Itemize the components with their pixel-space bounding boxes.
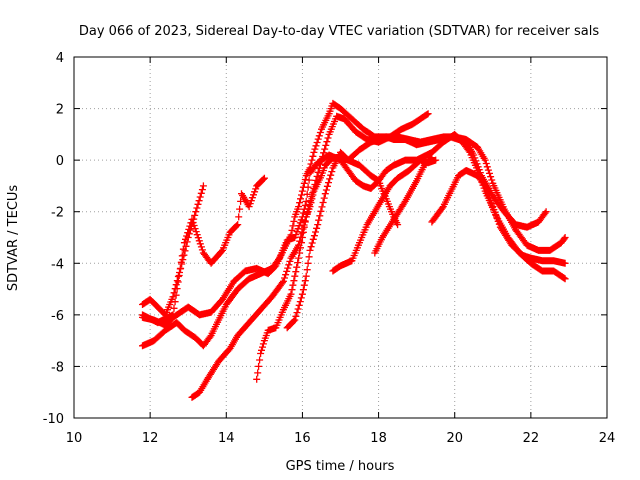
x-tick-label: 18: [370, 431, 387, 446]
series-track-5: [188, 110, 432, 401]
series-marks: [139, 99, 550, 329]
y-tick-label: 4: [56, 51, 64, 66]
series-marks: [139, 182, 207, 319]
data-marks: [139, 99, 569, 401]
x-tick-label: 14: [218, 431, 235, 446]
x-axis-label: GPS time / hours: [286, 459, 395, 474]
x-tick-label: 20: [446, 431, 463, 446]
y-tick-label: 2: [56, 103, 64, 118]
series-marks: [283, 148, 402, 332]
series-marks: [188, 110, 432, 401]
x-tick-label: 16: [294, 431, 311, 446]
series-marks: [428, 167, 569, 267]
series-track-7: [283, 148, 402, 332]
series-track-9: [371, 154, 436, 257]
series-track-10: [428, 167, 569, 267]
series-track-1: [139, 182, 207, 319]
y-tick-label: -2: [51, 206, 64, 221]
y-tick-label: -6: [51, 309, 64, 324]
plot-frame: [73, 56, 608, 419]
x-tick-label: 12: [142, 431, 159, 446]
y-tick-labels: 4 2 0 -2 -4 -6 -8 -10: [43, 51, 64, 427]
series-track-3: [139, 99, 550, 329]
x-tick-label: 10: [66, 431, 83, 446]
y-tick-label: 0: [56, 154, 64, 169]
series-track-6: [253, 133, 569, 383]
y-tick-label: -8: [51, 360, 64, 375]
chart-title: Day 066 of 2023, Sidereal Day-to-day VTE…: [79, 24, 599, 39]
series-marks: [253, 133, 569, 383]
x-tick-labels: 10 12 14 16 18 20 22 24: [66, 431, 616, 446]
y-tick-label: -10: [43, 412, 64, 427]
axis-ticks: [73, 56, 608, 419]
y-tick-label: -4: [51, 257, 64, 272]
x-tick-label: 22: [523, 431, 540, 446]
x-tick-label: 24: [599, 431, 616, 446]
series-marks: [371, 154, 436, 257]
y-axis-label: SDTVAR / TECUs: [6, 185, 21, 292]
